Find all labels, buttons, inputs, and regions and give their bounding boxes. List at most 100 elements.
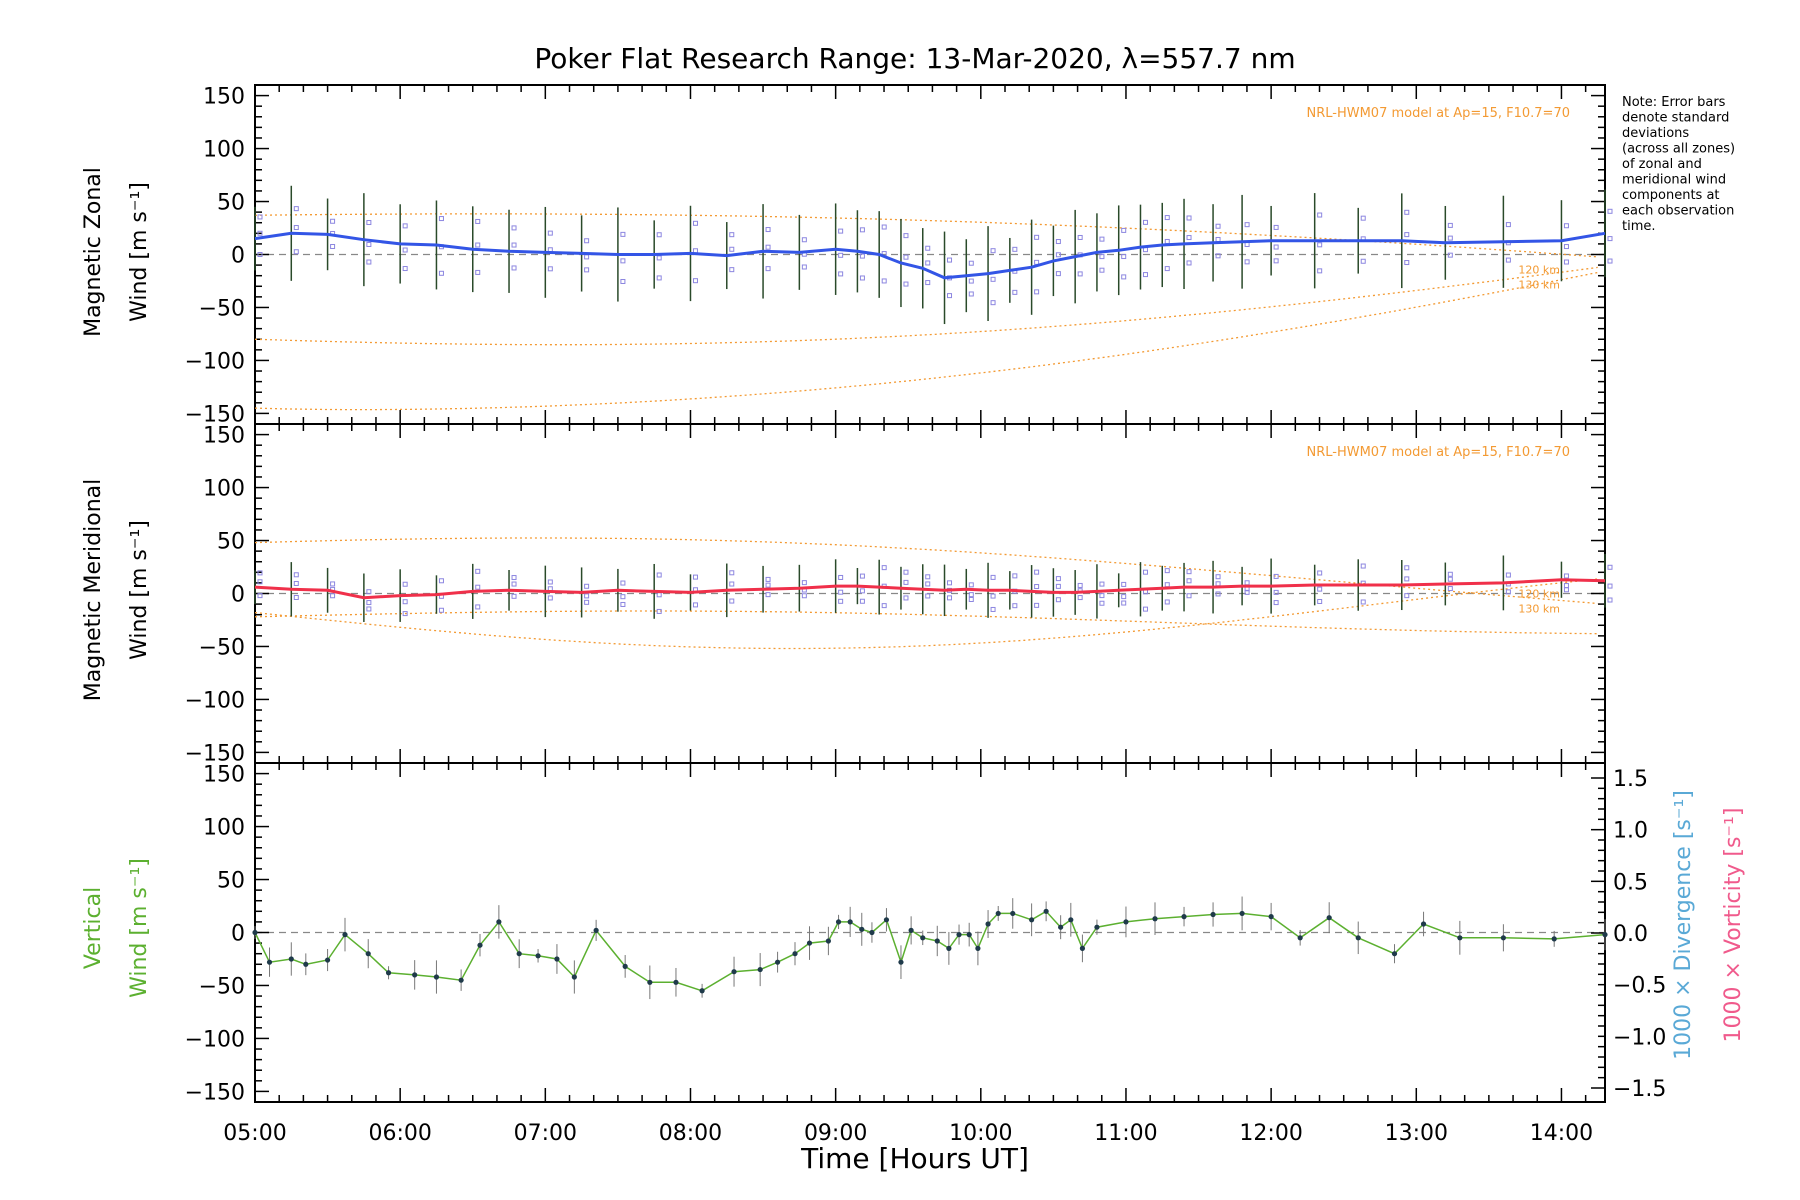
zone-sample <box>366 589 372 595</box>
zone-sample <box>1607 597 1613 603</box>
y-tick-label: −100 <box>185 349 245 374</box>
panel-zonal: 150 100 50 0 −50 −100 −150 NRL-HWM07 model at A… <box>185 84 1613 427</box>
zone-sample <box>293 249 299 255</box>
zone-sample <box>1055 239 1061 245</box>
zone-sample <box>881 565 887 571</box>
zone-sample <box>838 574 844 580</box>
y-tick-label: 150 <box>203 763 245 788</box>
zone-sample <box>881 278 887 284</box>
note-line: meridional wind <box>1622 173 1726 188</box>
y-tick-label: −100 <box>185 688 245 713</box>
model-curve-meridional <box>254 610 1598 635</box>
data-point <box>975 945 981 951</box>
y-tick-label: 150 <box>203 424 245 449</box>
data-point <box>477 942 483 948</box>
data-point <box>288 956 294 962</box>
x-tick-label: 13:00 <box>1385 1121 1448 1146</box>
zone-sample <box>1505 572 1511 578</box>
y-tick-label: −50 <box>199 635 245 660</box>
data-point <box>825 938 831 944</box>
y2-tick-label: 1.0 <box>1613 819 1648 844</box>
zone-sample <box>438 607 444 613</box>
zone-sample <box>1077 595 1083 601</box>
data-point <box>1068 917 1074 923</box>
zone-sample <box>729 598 735 604</box>
data-point <box>1551 936 1557 942</box>
zone-sample <box>293 572 299 578</box>
data-point <box>731 969 737 975</box>
zone-sample <box>990 300 996 306</box>
zone-sample <box>620 594 626 600</box>
zone-sample <box>475 584 481 590</box>
data-point <box>365 951 371 957</box>
data-point <box>1079 945 1086 951</box>
data-point <box>266 959 273 965</box>
alt-label-130: 130 km <box>1518 603 1560 616</box>
zone-sample <box>859 253 865 259</box>
data-point <box>869 929 875 936</box>
zone-sample <box>620 231 626 237</box>
zone-sample <box>765 582 771 588</box>
zone-sample <box>330 581 336 587</box>
zone-sample <box>1244 259 1250 265</box>
zone-sample <box>1360 215 1366 221</box>
zone-sample <box>968 596 974 602</box>
zone-sample <box>293 206 299 212</box>
zone-sample <box>1077 582 1083 588</box>
zone-sample <box>1142 219 1148 225</box>
zone-sample <box>257 214 263 220</box>
zone-sample <box>1099 593 1105 599</box>
data-point <box>920 935 926 941</box>
zone-sample <box>925 581 931 587</box>
zone-sample <box>475 604 481 610</box>
zone-sample <box>1273 258 1279 264</box>
zone-sample <box>1055 597 1061 603</box>
zone-sample <box>1186 260 1192 266</box>
model-curve-zonal <box>254 266 1598 346</box>
data-point <box>1355 935 1361 941</box>
y-tick-label: −150 <box>185 1080 245 1105</box>
zone-sample <box>402 599 408 605</box>
zone-sample <box>293 225 299 231</box>
data-point <box>699 988 705 994</box>
data-point <box>792 951 798 957</box>
zone-sample <box>1317 268 1323 274</box>
zone-sample <box>366 220 372 226</box>
zone-sample <box>990 606 996 612</box>
zone-sample <box>1505 589 1511 595</box>
zone-sample <box>330 244 336 250</box>
zone-sample <box>475 568 481 574</box>
zone-sample <box>765 227 771 233</box>
zonal-wind-line <box>254 231 1606 280</box>
data-point <box>1420 921 1427 927</box>
zone-sample <box>1447 235 1453 241</box>
zone-sample <box>1317 242 1323 248</box>
zone-sample <box>366 606 372 612</box>
zone-sample <box>729 570 735 576</box>
data-point <box>647 979 653 985</box>
zone-sample <box>1317 570 1323 576</box>
data-point <box>1058 924 1064 930</box>
zone-sample <box>1607 258 1613 264</box>
zone-sample <box>584 238 590 244</box>
zone-sample <box>838 598 844 604</box>
zone-sample <box>692 278 698 284</box>
zone-sample <box>511 581 517 587</box>
x-tick-label: 11:00 <box>1094 1121 1157 1146</box>
zone-sample <box>257 579 263 585</box>
data-point <box>757 966 763 973</box>
data-point <box>496 919 502 925</box>
zone-sample <box>1404 232 1410 238</box>
zone-sample <box>656 275 662 281</box>
zone-sample <box>402 611 408 617</box>
zone-sample <box>1121 600 1127 606</box>
y-tick-label: 100 <box>203 138 245 163</box>
zone-sample <box>729 232 735 238</box>
data-point <box>385 970 392 976</box>
data-point <box>806 940 813 946</box>
panel2-ylabel-line1: Magnetic Meridional <box>81 479 106 701</box>
note-line: components at <box>1622 188 1720 203</box>
zone-sample <box>511 225 517 231</box>
zone-sample <box>1563 223 1569 229</box>
